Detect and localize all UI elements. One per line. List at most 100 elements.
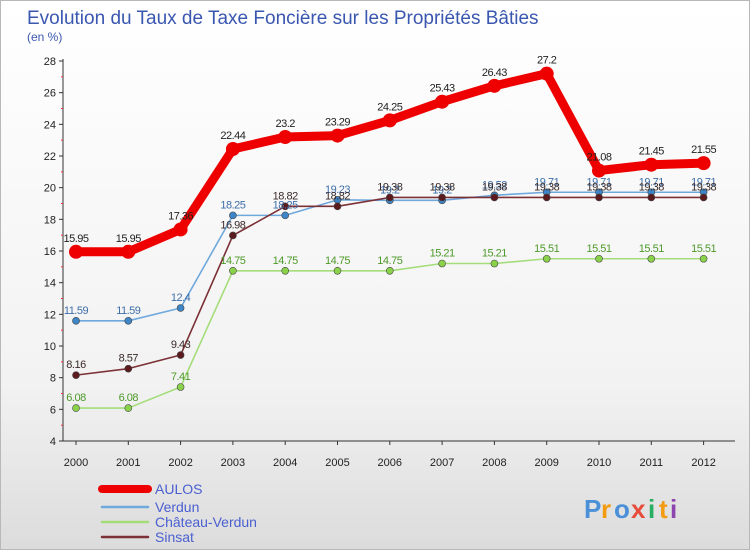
data-point xyxy=(176,351,185,359)
x-tick-label: 2011 xyxy=(639,457,663,469)
data-label: 19.71 xyxy=(586,176,611,188)
axes: 4 6 8 10 12 14 16 18 20 22 24 26 28 2000 2001 2002 2003 2… xyxy=(44,56,735,469)
data-label: 11.59 xyxy=(64,305,89,317)
data-point xyxy=(121,244,136,259)
data-point xyxy=(124,364,133,373)
data-point xyxy=(333,266,342,275)
data-label: 14.75 xyxy=(220,255,245,267)
data-point xyxy=(542,254,551,263)
data-label: 9.43 xyxy=(171,339,191,351)
chart-subtitle: (en %) xyxy=(27,30,62,44)
data-point xyxy=(229,231,237,240)
data-label: 19.71 xyxy=(691,176,716,188)
x-tick-label: 2005 xyxy=(325,457,349,469)
data-label: 18.25 xyxy=(220,199,245,211)
data-point xyxy=(330,128,345,143)
logo-letter: i xyxy=(670,494,677,524)
logo-letter: o xyxy=(614,494,630,524)
x-tick-label: 2001 xyxy=(116,457,140,469)
logo-letter: i xyxy=(648,494,655,524)
data-point xyxy=(382,113,397,128)
data-label: 14.75 xyxy=(377,255,402,267)
data-label: 24.25 xyxy=(377,101,402,113)
x-tick-label: 2012 xyxy=(691,457,715,469)
data-label: 7.41 xyxy=(171,371,191,383)
data-label: 16.98 xyxy=(220,219,245,231)
data-label: 15.21 xyxy=(482,248,507,260)
data-point xyxy=(72,404,80,412)
data-label: 15.51 xyxy=(534,243,559,255)
data-label: 17.36 xyxy=(168,210,193,222)
y-tick-label: 8 xyxy=(50,373,56,385)
y-tick-label: 20 xyxy=(44,183,56,195)
x-tick-label: 2003 xyxy=(221,457,245,469)
series-line-château-verdun xyxy=(75,257,705,409)
y-tick-label: 4 xyxy=(50,436,56,448)
data-point xyxy=(281,211,290,220)
data-label: 19.38 xyxy=(639,181,664,193)
legend-label: Château-Verdun xyxy=(155,514,257,530)
data-point xyxy=(539,66,554,81)
data-label: 26.43 xyxy=(482,67,507,79)
data-point xyxy=(647,193,656,202)
data-point xyxy=(173,222,188,237)
y-tick-label: 18 xyxy=(44,214,56,226)
data-label: 6.08 xyxy=(66,392,86,404)
data-label: 19.2 xyxy=(380,184,400,196)
data-point xyxy=(647,254,656,263)
data-point xyxy=(490,259,499,268)
data-label: 15.21 xyxy=(430,248,455,260)
data-point xyxy=(438,193,446,202)
data-point xyxy=(72,371,80,379)
data-point xyxy=(385,193,394,202)
data-point xyxy=(592,163,606,178)
data-label: 11.59 xyxy=(116,305,141,317)
data-label: 15.51 xyxy=(691,243,716,255)
data-label: 18.82 xyxy=(325,190,350,202)
y-tick-label: 12 xyxy=(44,309,56,321)
data-point xyxy=(278,130,293,144)
x-tick-label: 2009 xyxy=(534,457,558,469)
data-point xyxy=(176,304,185,312)
data-point xyxy=(69,244,83,259)
data-label: 23.2 xyxy=(275,118,295,130)
data-label: 19.38 xyxy=(430,181,455,193)
data-label: 25.43 xyxy=(430,83,455,95)
x-tick-label: 2002 xyxy=(168,457,192,469)
data-point xyxy=(124,404,133,412)
x-tick-label: 2000 xyxy=(64,457,88,469)
data-label: 12.4 xyxy=(171,292,191,304)
y-tick-label: 6 xyxy=(50,404,56,416)
data-point xyxy=(490,193,499,202)
data-point xyxy=(487,78,502,93)
data-point xyxy=(229,211,237,220)
data-point xyxy=(72,317,80,325)
x-tick-label: 2010 xyxy=(587,457,611,469)
data-label: 27.2 xyxy=(537,55,557,67)
data-label: 14.75 xyxy=(325,255,350,267)
chart-title: Evolution du Taux de Taxe Foncière sur l… xyxy=(27,8,539,29)
data-point xyxy=(229,266,237,275)
data-label: 19.71 xyxy=(639,176,664,188)
data-point xyxy=(696,156,711,171)
data-label: 15.95 xyxy=(116,233,141,245)
data-label: 19.2 xyxy=(432,184,452,196)
data-label: 19.71 xyxy=(534,176,559,188)
legend-label: AULOS xyxy=(155,481,202,497)
data-point xyxy=(435,94,450,109)
data-label: 8.57 xyxy=(119,353,139,365)
data-point xyxy=(699,254,708,263)
data-label: 21.08 xyxy=(586,152,611,164)
data-point xyxy=(699,193,708,202)
data-point xyxy=(176,383,185,391)
data-label: 19.38 xyxy=(586,181,611,193)
data-label: 19.23 xyxy=(325,184,350,196)
y-tick-label: 10 xyxy=(44,341,56,353)
x-tick-label: 2007 xyxy=(430,457,454,469)
data-point xyxy=(438,259,446,268)
data-point xyxy=(225,142,240,157)
